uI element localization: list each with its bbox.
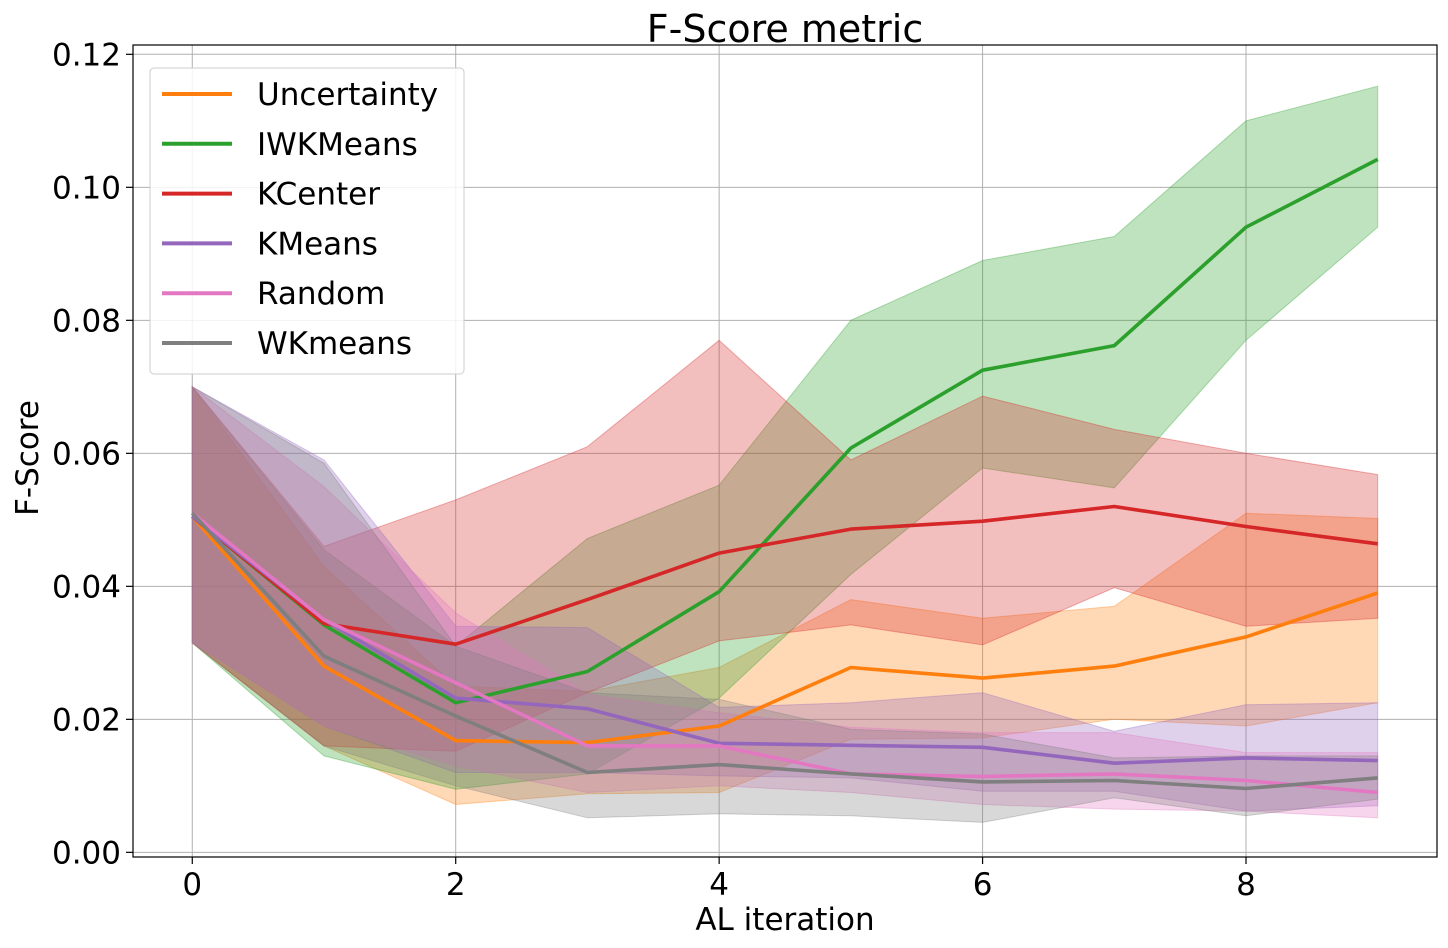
series-line-kmeans bbox=[191, 515, 1378, 766]
y-tick-label: 0.08 bbox=[52, 303, 121, 339]
series-line-uncertainty bbox=[190, 515, 1379, 745]
series-lines bbox=[190, 157, 1379, 795]
legend-label: Uncertainty bbox=[257, 77, 438, 113]
x-tick-label: 8 bbox=[1236, 867, 1256, 903]
chart-title: F-Score metric bbox=[647, 7, 923, 51]
legend-label: KCenter bbox=[257, 177, 380, 213]
y-tick-label: 0.00 bbox=[52, 835, 121, 871]
legend-label: WKmeans bbox=[257, 326, 412, 362]
plot-frame bbox=[132, 44, 1438, 858]
series-line-wkmeans bbox=[190, 511, 1378, 791]
band-iwkmeans bbox=[191, 85, 1379, 790]
series-line-kcenter bbox=[191, 504, 1378, 647]
x-tick-label: 4 bbox=[709, 867, 729, 903]
band-kcenter bbox=[191, 339, 1379, 752]
y-axis-title: F-Score bbox=[10, 400, 46, 516]
axis-ticks: 0 2 4 6 8 0.00 0.02 0.04 0.06 0.08 0.10 0.12 bbox=[52, 37, 1256, 903]
series-line-iwkmeans bbox=[191, 157, 1379, 705]
x-tick-label: 2 bbox=[446, 867, 466, 903]
grid bbox=[133, 45, 1437, 857]
legend-label: Random bbox=[257, 276, 385, 312]
y-tick-label: 0.02 bbox=[52, 702, 121, 738]
legend-label: IWKMeans bbox=[257, 127, 418, 163]
y-tick-label: 0.10 bbox=[52, 170, 121, 206]
x-tick-label: 6 bbox=[973, 867, 993, 903]
legend: Uncertainty IWKMeans KCenter KMeans Random WK… bbox=[149, 67, 465, 375]
y-tick-label: 0.04 bbox=[52, 569, 121, 605]
band-wkmeans bbox=[191, 385, 1379, 823]
series-line-random bbox=[191, 511, 1378, 795]
x-tick-label: 0 bbox=[182, 867, 202, 903]
band-kmeans bbox=[191, 385, 1379, 812]
legend-label: KMeans bbox=[257, 226, 378, 262]
x-axis-title: AL iteration bbox=[695, 902, 874, 938]
y-tick-label: 0.12 bbox=[52, 37, 121, 73]
y-tick-label: 0.06 bbox=[52, 436, 121, 472]
band-random bbox=[191, 385, 1379, 819]
